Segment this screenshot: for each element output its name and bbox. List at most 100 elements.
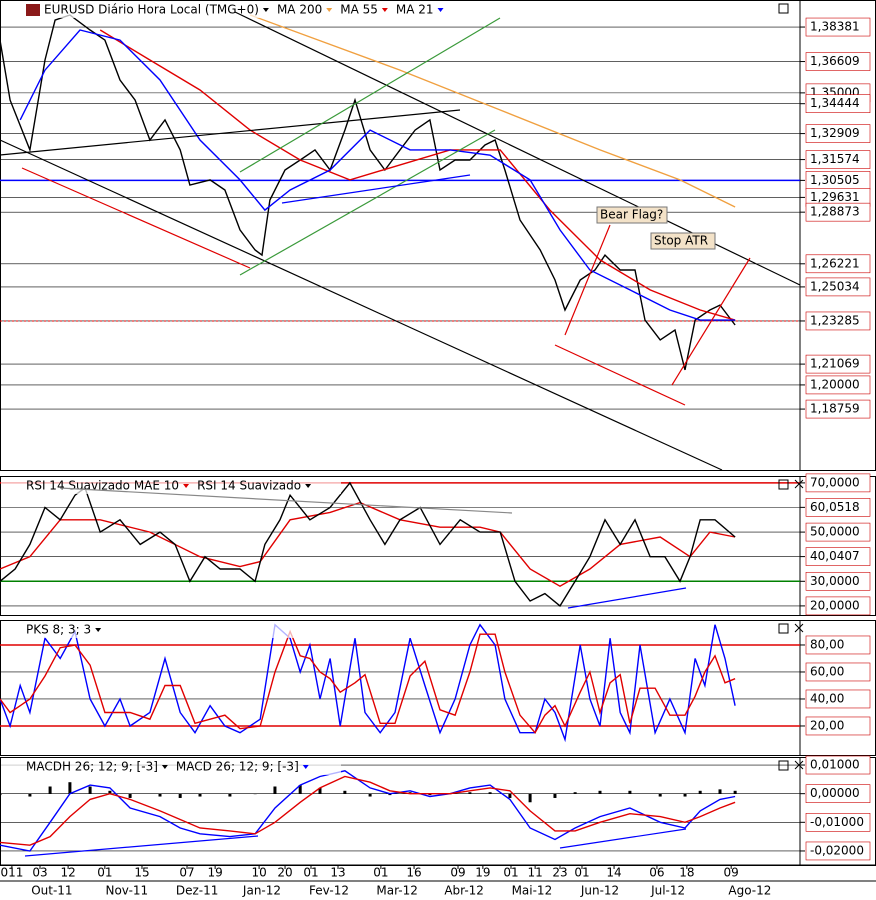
x-tick-label: 09: [724, 866, 739, 880]
y-tick-box: [805, 52, 871, 71]
y-tick-box: [805, 635, 871, 655]
series-line: [249, 14, 736, 208]
x-tick-label: 15: [134, 866, 149, 880]
x-tick-label: 19: [207, 866, 222, 880]
annotation-box: [596, 206, 668, 224]
histogram-bar: [553, 793, 557, 798]
histogram-bar: [253, 793, 257, 795]
y-tick-box: [805, 17, 871, 37]
month-label: Mar-12: [376, 884, 417, 898]
histogram-bar: [488, 792, 492, 794]
histogram-bar: [88, 786, 92, 794]
legend-entry: RSI 14 Suavizado: [197, 479, 301, 493]
y-tick-box: [805, 311, 871, 331]
series-line: [0, 770, 736, 852]
legend-bg: [1, 759, 341, 775]
annotation: Bear Flag?: [600, 208, 663, 222]
histogram-bar: [128, 793, 132, 798]
x-tick-label: 011: [0, 866, 23, 880]
legend-entry: RSI 14 Suavizado MAE 10: [26, 479, 179, 493]
y-tick-label: 1,26221: [810, 256, 860, 270]
y-tick-box: [805, 473, 871, 493]
x-tick-label: 12: [60, 866, 75, 880]
y-tick-box: [805, 254, 871, 274]
trend-lines: [0, 11, 801, 857]
dropdown-icon: [95, 628, 102, 632]
dropdown-icon: [305, 484, 312, 488]
dropdown-icon: [262, 8, 269, 12]
y-tick-label: 70,0000: [810, 475, 860, 489]
y-tick-box: [805, 522, 871, 542]
y-tick-label: 0,00000: [810, 786, 860, 800]
histogram-bar: [698, 790, 702, 794]
x-tick-label: 14: [606, 866, 621, 880]
y-tick-label: 60,0518: [810, 500, 860, 514]
x-tick-label: 23: [552, 866, 567, 880]
histogram-bar: [158, 793, 162, 797]
histogram-bar: [658, 793, 662, 797]
series-line: [99, 29, 736, 321]
month-label: Jan-12: [242, 884, 281, 898]
y-tick-box: [805, 150, 871, 169]
histogram-bar: [368, 793, 372, 797]
histogram-bar: [228, 793, 232, 797]
series-line: [0, 481, 736, 607]
y-tick-box: [805, 354, 871, 374]
x-tick-label: 01: [574, 866, 589, 880]
panel-button: [778, 760, 789, 771]
dropdown-icon: [437, 8, 444, 12]
x-tick-label: 09: [450, 866, 465, 880]
y-tick-label: 40,0407: [810, 549, 860, 563]
histogram-bar: [718, 789, 722, 794]
month-label: Jul-12: [650, 884, 685, 898]
histogram-bar: [528, 793, 532, 803]
panel-button: [778, 3, 789, 14]
dropdown-icon: [161, 765, 168, 769]
x-tick-label: 10: [251, 866, 266, 880]
y-tick-box: [805, 813, 871, 832]
x-tick-label: 01: [503, 866, 518, 880]
y-tick-label: 1,38381: [810, 20, 860, 34]
y-tick-box: [805, 375, 871, 395]
y-tick-label: 1,34444: [810, 96, 860, 110]
x-tick-label: 20: [277, 866, 292, 880]
series-line: [19, 29, 736, 321]
x-tick-label: 11: [527, 866, 542, 880]
y-tick-label: 0,01000: [810, 758, 860, 772]
close-button: [794, 623, 804, 633]
histogram-bar: [68, 782, 72, 794]
y-tick-label: 1,32909: [810, 126, 860, 140]
x-tick-label: 13: [330, 866, 345, 880]
month-label: Fev-12: [309, 884, 349, 898]
y-tick-label: 20,0000: [810, 598, 860, 612]
x-tick-label: 06: [649, 866, 664, 880]
histogram-bar: [298, 785, 302, 794]
y-tick-label: 80,00: [810, 637, 844, 651]
y-tick-label: 1,18759: [810, 402, 860, 416]
y-tick-label: 1,25034: [810, 279, 860, 293]
histogram-bar: [508, 793, 512, 798]
panel-title: EURUSD Diário Hora Local (TMG+0): [44, 3, 259, 17]
histogram-bar: [628, 790, 632, 794]
x-tick-label: 01: [303, 866, 318, 880]
y-tick-box: [805, 596, 871, 616]
dropdown-icon: [183, 484, 190, 488]
x-tick-label: 01: [373, 866, 388, 880]
x-tick-label: 03: [32, 866, 47, 880]
histogram-bar: [573, 792, 577, 794]
y-tick-label: -0,02000: [810, 843, 864, 857]
month-label: Dez-11: [176, 884, 219, 898]
month-label: Nov-11: [105, 884, 148, 898]
y-tick-box: [805, 399, 871, 419]
y-tick-label: 1,20000: [810, 377, 860, 391]
month-label: Jun-12: [580, 884, 619, 898]
series-line: [0, 629, 736, 734]
x-tick-label: 16: [406, 866, 421, 880]
histogram-bar: [468, 792, 472, 794]
y-tick-box: [805, 124, 871, 143]
legend-entry: MACDH 26; 12; 9; [-3]: [26, 760, 158, 774]
y-tick-label: -0,01000: [810, 815, 864, 829]
histogram-bar: [198, 793, 202, 797]
y-tick-box: [805, 716, 871, 736]
